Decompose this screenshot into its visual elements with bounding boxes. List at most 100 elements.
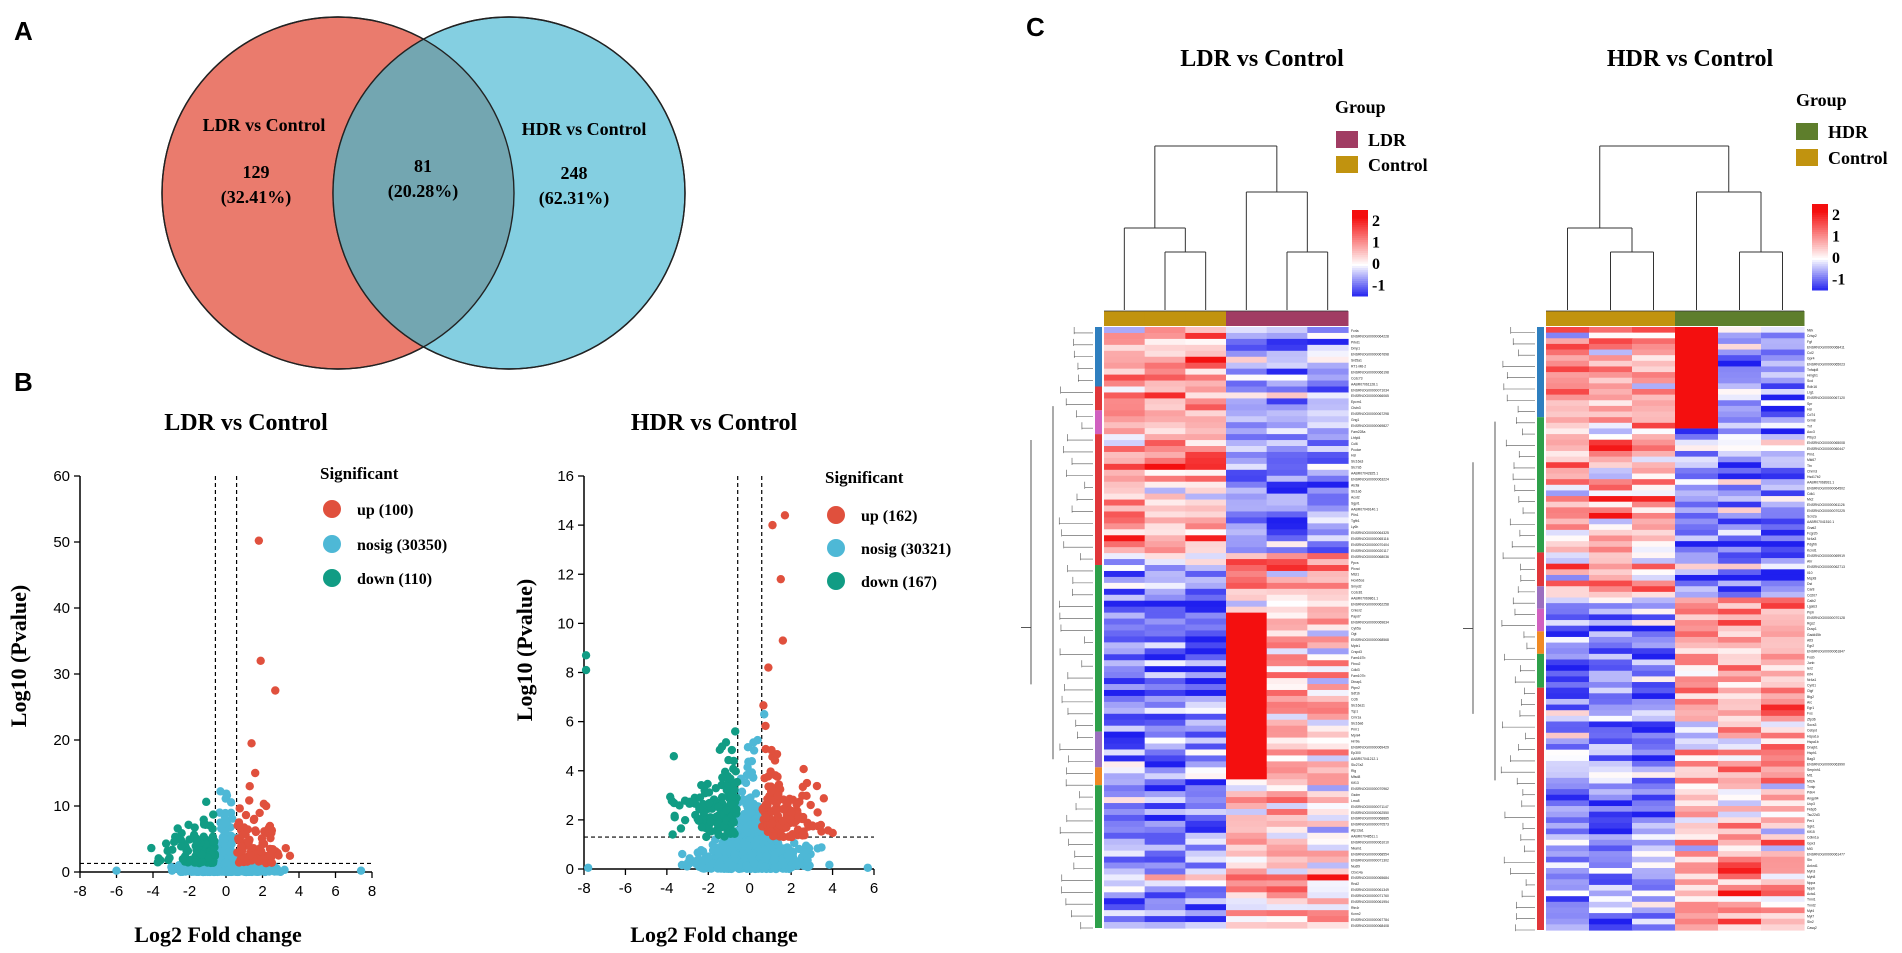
heatmap-cell [1675,794,1719,801]
heatmap-cell [1632,327,1676,334]
heatmap-cell [1185,695,1227,703]
heatmap-cell [1307,832,1349,840]
point-nosig [813,844,822,853]
row-cluster-annotation [1537,586,1544,609]
gene-label: ENSRNOG00000070573 [1351,823,1389,827]
gene-label: Cdkl3 [1351,668,1360,672]
heatmap-cell [1226,594,1268,602]
x-tick-label: -4 [146,883,159,900]
point-up [802,778,812,788]
colorbar-segment [1812,264,1828,267]
heatmap-cell [1266,499,1308,507]
colorbar-segment [1812,238,1828,242]
y-tick-label: 14 [557,517,574,534]
colorbar-segment [1352,218,1368,222]
point-nosig [760,862,770,871]
point-up [266,851,276,861]
heatmap-cell [1307,797,1349,804]
gene-label: ENSRNOG00000060447 [1807,447,1845,451]
heatmap-cell [1761,794,1805,801]
y-tick-label: 10 [53,798,70,815]
heatmap-cell [1185,434,1227,441]
heatmap-cell [1307,803,1349,810]
heatmap-cell [1266,386,1308,394]
heatmap-cell [1675,698,1719,706]
heatmap-cell [1675,828,1719,835]
heatmap-cell [1266,332,1308,340]
gene-label: Tnf [1807,424,1812,428]
heatmap-cell [1546,366,1590,373]
heatmap-cell [1589,625,1633,632]
heatmap-cell [1307,785,1349,792]
point-up [245,782,254,791]
heatmap-cell [1144,803,1186,810]
colorbar-segment [1812,216,1828,220]
heatmap-cell [1307,475,1349,483]
heatmap-cell [1546,851,1590,858]
heatmap-cell [1718,490,1762,497]
heatmap-cell [1589,806,1633,813]
point-nosig [708,840,717,849]
heatmap-cell [1266,808,1308,816]
heatmap-cell [1589,800,1633,807]
gene-label: Myl7 [1807,915,1814,919]
heatmap-cell [1718,839,1762,847]
heatmap-cell [1185,570,1227,578]
heatmap-cell [1144,630,1186,638]
heatmap-cell [1675,777,1719,785]
heatmap-cell [1266,892,1308,899]
heatmap-cell [1675,631,1719,638]
point-up [778,816,788,826]
volcano-hdr-xlabel: Log2 Fold change [630,922,798,947]
heatmap-cell [1675,642,1719,649]
heatmap-cell [1761,501,1805,508]
heatmap-cell [1266,684,1308,691]
heatmap-cell [1632,450,1676,458]
heatmap-cell [1226,565,1268,572]
heatmap-cell [1185,731,1227,739]
heatmap-cell [1226,499,1268,507]
heatmap-cell [1632,800,1676,807]
heatmap-cell [1307,570,1349,578]
heatmap-cell [1675,710,1719,717]
heatmap-cell [1546,591,1590,599]
heatmap-cell [1185,493,1227,501]
heatmap-cell [1589,484,1633,492]
colorbar-segment [1352,220,1368,224]
legend-up-label: up (100) [357,502,413,519]
heatmap-cell [1546,811,1590,818]
heatmap-cell [1761,535,1805,542]
heatmap-cell [1226,428,1268,435]
colorbar-segment [1352,280,1368,284]
colorbar-segment [1352,253,1368,256]
heatmap-cell [1718,766,1762,773]
heatmap-cell [1718,794,1762,801]
heatmap-cell [1718,901,1762,909]
heatmap-cell [1546,868,1590,875]
heatmap-cell [1589,890,1633,897]
point-down [176,842,186,851]
gene-label: ENSRNOG00000061477 [1807,853,1845,857]
x-tick-label: 0 [746,880,754,897]
colorbar-segment [1352,265,1368,269]
heatmap-cell [1718,529,1762,537]
y-tick-label: 16 [557,468,574,485]
heatmap-cell [1226,398,1268,405]
heatmap-cell [1761,659,1805,666]
heatmap-cell [1144,529,1186,536]
heatmap-cell [1632,597,1676,604]
heatmap-cell [1185,761,1227,768]
heatmap-cell [1761,879,1805,886]
x-tick-label: -2 [702,880,715,897]
heatmap-cell [1546,800,1590,807]
gene-label: AABR07048511.1 [1351,835,1378,839]
group-annotation-cell [1104,311,1146,326]
heatmap-cell [1589,580,1633,587]
heatmap-cell [1104,535,1146,542]
heatmap-cell [1266,440,1308,447]
heatmap-cell [1226,332,1268,340]
heatmap-cell [1104,725,1146,733]
colorbar-segment [1812,268,1828,272]
heatmap-cell [1226,451,1268,459]
heatmap-cell [1632,512,1676,520]
